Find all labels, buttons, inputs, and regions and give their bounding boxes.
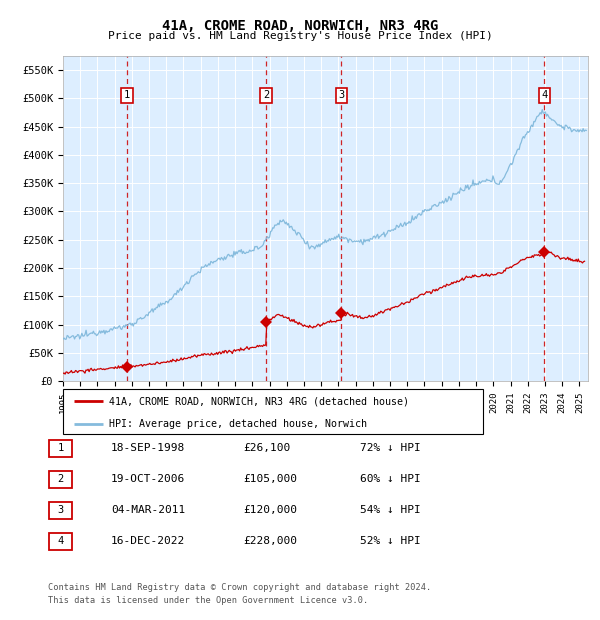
Text: 4: 4 xyxy=(58,536,64,546)
FancyBboxPatch shape xyxy=(63,389,483,434)
Text: 54% ↓ HPI: 54% ↓ HPI xyxy=(360,505,421,515)
Text: This data is licensed under the Open Government Licence v3.0.: This data is licensed under the Open Gov… xyxy=(48,596,368,604)
Text: 1: 1 xyxy=(124,91,130,100)
Text: 04-MAR-2011: 04-MAR-2011 xyxy=(111,505,185,515)
FancyBboxPatch shape xyxy=(49,471,72,488)
Text: 2: 2 xyxy=(263,91,269,100)
Text: £228,000: £228,000 xyxy=(243,536,297,546)
Text: 41A, CROME ROAD, NORWICH, NR3 4RG (detached house): 41A, CROME ROAD, NORWICH, NR3 4RG (detac… xyxy=(109,396,409,407)
Text: 4: 4 xyxy=(541,91,547,100)
Text: 41A, CROME ROAD, NORWICH, NR3 4RG: 41A, CROME ROAD, NORWICH, NR3 4RG xyxy=(162,19,438,33)
Text: HPI: Average price, detached house, Norwich: HPI: Average price, detached house, Norw… xyxy=(109,419,367,429)
FancyBboxPatch shape xyxy=(49,502,72,519)
Text: 18-SEP-1998: 18-SEP-1998 xyxy=(111,443,185,453)
Text: 16-DEC-2022: 16-DEC-2022 xyxy=(111,536,185,546)
Text: Price paid vs. HM Land Registry's House Price Index (HPI): Price paid vs. HM Land Registry's House … xyxy=(107,31,493,41)
Text: Contains HM Land Registry data © Crown copyright and database right 2024.: Contains HM Land Registry data © Crown c… xyxy=(48,583,431,592)
Text: 3: 3 xyxy=(58,505,64,515)
Text: £120,000: £120,000 xyxy=(243,505,297,515)
Text: 1: 1 xyxy=(58,443,64,453)
Text: £105,000: £105,000 xyxy=(243,474,297,484)
Text: 3: 3 xyxy=(338,91,344,100)
Text: 19-OCT-2006: 19-OCT-2006 xyxy=(111,474,185,484)
FancyBboxPatch shape xyxy=(49,440,72,457)
Text: £26,100: £26,100 xyxy=(243,443,290,453)
Text: 52% ↓ HPI: 52% ↓ HPI xyxy=(360,536,421,546)
Text: 72% ↓ HPI: 72% ↓ HPI xyxy=(360,443,421,453)
Text: 60% ↓ HPI: 60% ↓ HPI xyxy=(360,474,421,484)
Text: 2: 2 xyxy=(58,474,64,484)
FancyBboxPatch shape xyxy=(49,533,72,550)
